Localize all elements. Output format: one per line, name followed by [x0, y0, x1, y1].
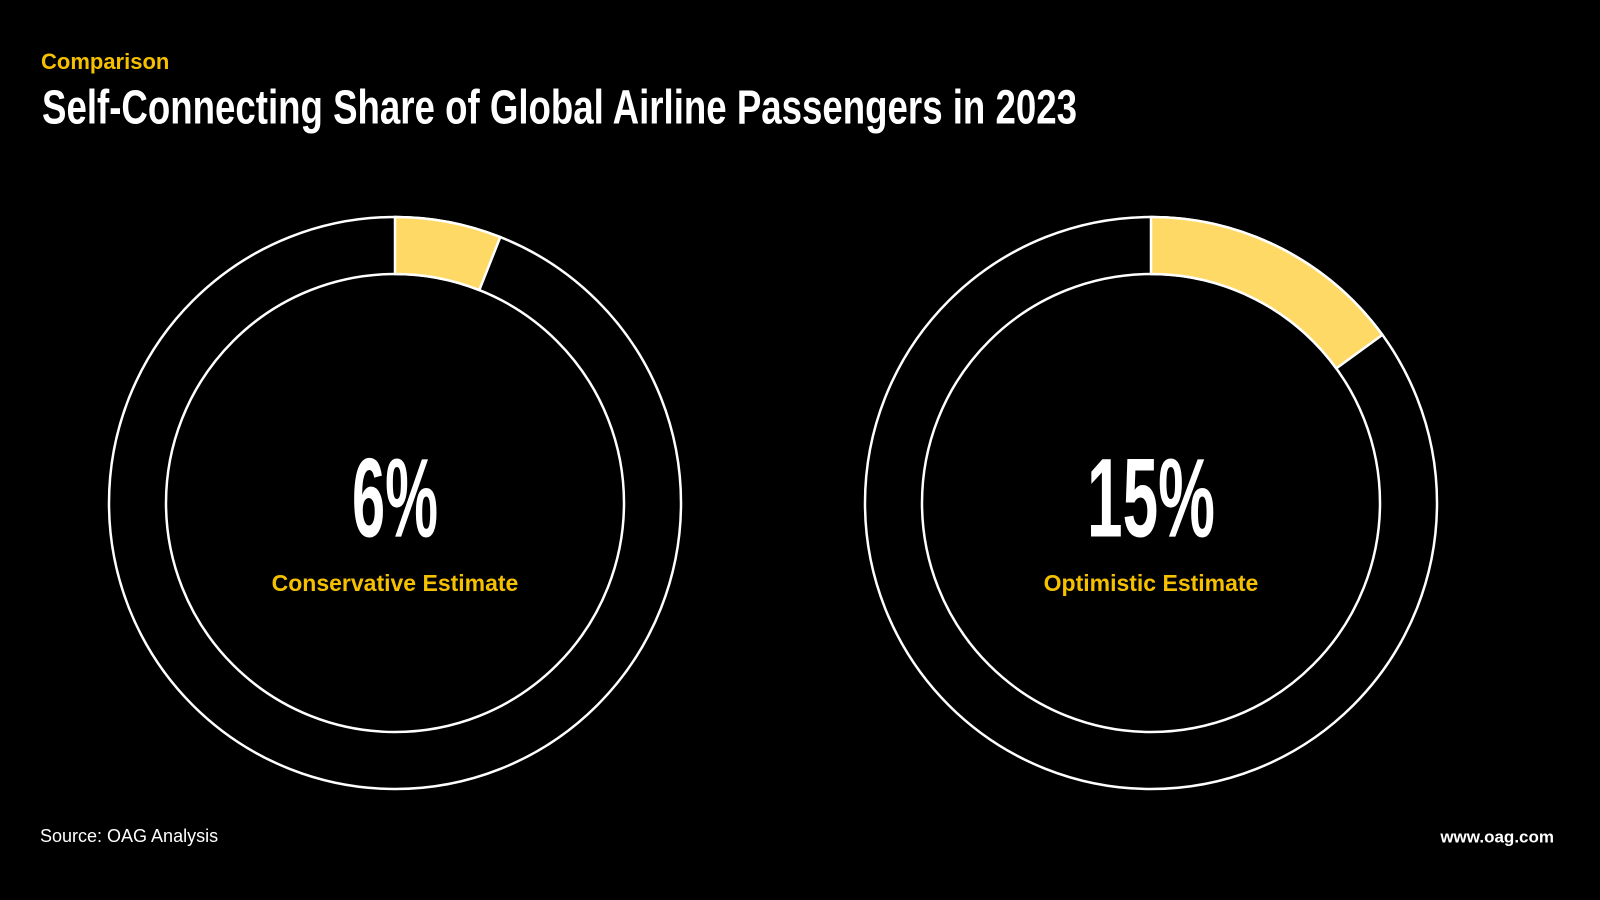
donut-segment [393, 215, 502, 292]
category-label: Optimistic Estimate [1044, 570, 1259, 596]
kicker: Comparison [41, 49, 169, 74]
source: Source: OAG Analysis [40, 826, 218, 846]
category-label: Conservative Estimate [272, 570, 519, 596]
website: www.oag.com [1439, 827, 1554, 846]
title: Self-Connecting Share of Global Airline … [42, 82, 1077, 135]
center-value: 6% [352, 436, 438, 561]
center-value: 15% [1087, 436, 1215, 561]
charts: 6% Conservative Estimate 15% Optimistic Est… [107, 215, 1439, 791]
donut-segment [1149, 215, 1385, 371]
